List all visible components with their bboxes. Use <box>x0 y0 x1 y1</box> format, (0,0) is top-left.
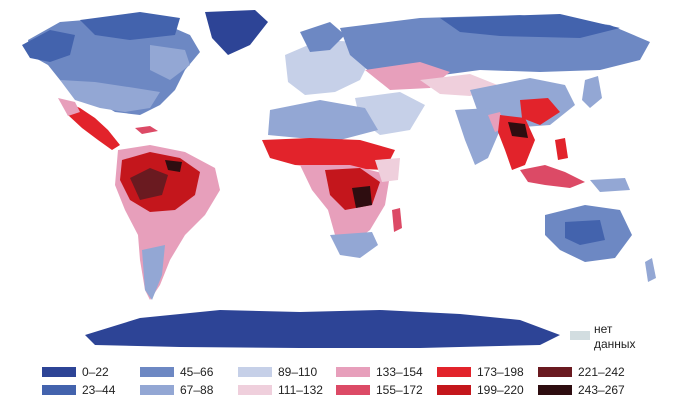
legend-swatch <box>538 366 572 377</box>
legend-label: 221–242 <box>578 364 625 379</box>
region-se-asia-core <box>508 122 528 138</box>
legend-label: 67–88 <box>180 382 214 397</box>
region-indonesia <box>520 165 585 188</box>
region-east-africa-light <box>375 158 400 182</box>
legend-item: 23–44 <box>42 382 115 397</box>
no-data-swatch <box>570 331 590 340</box>
region-madagascar <box>392 208 402 232</box>
legend-item: 67–88 <box>140 382 213 397</box>
region-amazon-core <box>130 168 168 200</box>
legend: 0–22 23–44 45–66 67–88 89–110 111–132 133–154 1… <box>0 360 678 404</box>
legend-swatch <box>42 366 76 377</box>
legend-swatch <box>336 384 370 395</box>
legend-swatch <box>538 384 572 395</box>
region-north-africa <box>268 100 378 140</box>
region-europe <box>285 40 370 95</box>
region-india <box>455 108 500 165</box>
region-sahel <box>262 138 395 170</box>
legend-swatch <box>238 384 272 395</box>
no-data-legend: нет данных <box>566 322 676 356</box>
legend-swatch <box>238 366 272 377</box>
region-alaska <box>22 30 75 62</box>
region-usa <box>60 80 160 112</box>
region-philippines <box>555 138 568 160</box>
legend-item: 243–267 <box>538 382 625 397</box>
legend-label: 155–172 <box>376 382 423 397</box>
legend-swatch <box>437 366 471 377</box>
legend-item: 221–242 <box>538 364 625 379</box>
legend-item: 111–132 <box>238 382 323 397</box>
region-caribbean <box>135 126 158 134</box>
region-canada-north <box>80 12 180 40</box>
region-amazon-core2 <box>165 160 182 172</box>
region-australia-interior <box>565 220 605 245</box>
legend-label: 243–267 <box>578 382 625 397</box>
legend-label: 45–66 <box>180 364 214 379</box>
region-siberia-north <box>440 14 620 38</box>
world-map <box>22 10 656 348</box>
region-scandinavia <box>300 22 345 52</box>
region-new-guinea <box>590 178 630 192</box>
legend-label: 199–220 <box>477 382 524 397</box>
legend-label: 89–110 <box>278 364 318 379</box>
region-greenland <box>205 10 268 55</box>
legend-label: 133–154 <box>376 364 423 379</box>
legend-item: 199–220 <box>437 382 524 397</box>
legend-swatch <box>437 384 471 395</box>
legend-label: 0–22 <box>82 364 109 379</box>
legend-item: 0–22 <box>42 364 109 379</box>
legend-swatch <box>336 366 370 377</box>
legend-label: 111–132 <box>278 382 323 397</box>
region-canada-east <box>150 45 190 80</box>
legend-swatch <box>42 384 76 395</box>
legend-label: 23–44 <box>82 382 116 397</box>
region-antarctica <box>85 310 560 348</box>
region-great-lakes <box>352 186 372 208</box>
legend-item: 155–172 <box>336 382 423 397</box>
legend-item: 133–154 <box>336 364 423 379</box>
legend-label: 173–198 <box>477 364 524 379</box>
region-new-zealand <box>645 258 656 282</box>
region-japan <box>582 76 602 108</box>
legend-item: 89–110 <box>238 364 317 379</box>
no-data-label: нет данных <box>594 322 636 352</box>
region-south-cone <box>142 245 165 300</box>
legend-swatch <box>140 366 174 377</box>
no-data-label-line2: данных <box>594 337 636 351</box>
region-china-south-red <box>520 98 560 125</box>
region-mexico-pink <box>58 98 80 116</box>
no-data-label-line1: нет <box>594 322 613 336</box>
legend-item: 45–66 <box>140 364 213 379</box>
region-southern-africa <box>330 232 378 258</box>
legend-item: 173–198 <box>437 364 524 379</box>
legend-swatch <box>140 384 174 395</box>
